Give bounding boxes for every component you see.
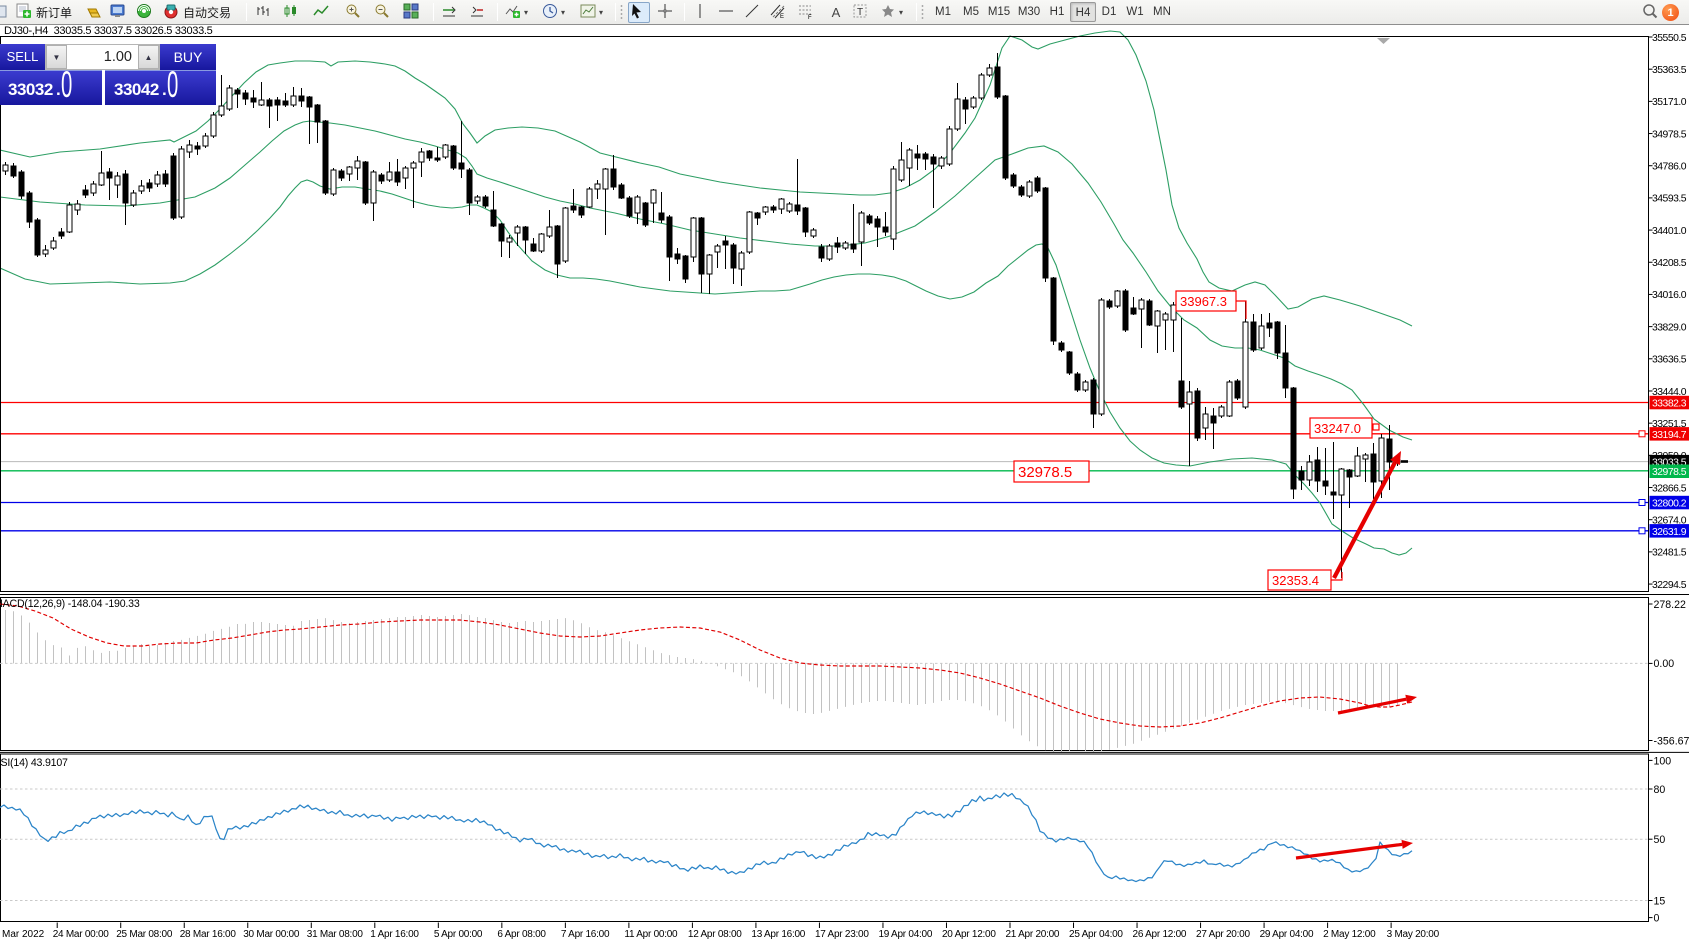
svg-text:32631.9: 32631.9 (1652, 527, 1687, 538)
svg-text:33444.0: 33444.0 (1652, 387, 1687, 398)
svg-text:32353.4: 32353.4 (1272, 573, 1319, 588)
svg-text:33967.3: 33967.3 (1180, 294, 1227, 309)
svg-text:34016.0: 34016.0 (1652, 290, 1687, 301)
svg-text:32866.5: 32866.5 (1652, 483, 1687, 494)
svg-text:19 Apr 04:00: 19 Apr 04:00 (878, 929, 932, 940)
svg-text:21 Apr 20:00: 21 Apr 20:00 (1006, 929, 1060, 940)
svg-text:11 Apr 00:00: 11 Apr 00:00 (624, 929, 678, 940)
svg-text:33636.5: 33636.5 (1652, 355, 1687, 366)
svg-text:6 Apr 08:00: 6 Apr 08:00 (497, 929, 546, 940)
svg-text:29 Apr 04:00: 29 Apr 04:00 (1260, 929, 1314, 940)
svg-text:5 Apr 00:00: 5 Apr 00:00 (434, 929, 483, 940)
svg-text:33033.5: 33033.5 (1652, 458, 1687, 469)
svg-text:T: T (857, 7, 863, 18)
svg-text:-356.67: -356.67 (1654, 736, 1689, 748)
svg-text:34786.0: 34786.0 (1652, 162, 1687, 173)
svg-text:32978.5: 32978.5 (1018, 464, 1072, 481)
svg-text:34401.0: 34401.0 (1652, 226, 1687, 237)
svg-text:31 Mar 08:00: 31 Mar 08:00 (307, 929, 364, 940)
svg-text:0.00: 0.00 (1654, 658, 1675, 670)
svg-text:32294.5: 32294.5 (1652, 580, 1687, 591)
svg-text:80: 80 (1654, 784, 1666, 796)
svg-text:13 Apr 16:00: 13 Apr 16:00 (751, 929, 805, 940)
svg-text:100: 100 (1654, 755, 1672, 767)
svg-text:33247.0: 33247.0 (1314, 421, 1361, 436)
svg-text:7 Apr 16:00: 7 Apr 16:00 (561, 929, 610, 940)
svg-text:32800.2: 32800.2 (1652, 499, 1687, 510)
svg-text:278.22: 278.22 (1654, 599, 1687, 611)
svg-text:32978.5: 32978.5 (1652, 467, 1687, 478)
svg-text:28 Mar 16:00: 28 Mar 16:00 (180, 929, 237, 940)
svg-text:27 Apr 20:00: 27 Apr 20:00 (1196, 929, 1250, 940)
svg-text:25 Mar 08:00: 25 Mar 08:00 (116, 929, 173, 940)
svg-text:35363.5: 35363.5 (1652, 65, 1687, 76)
svg-text:E: E (780, 14, 784, 19)
svg-text:50: 50 (1654, 834, 1666, 846)
svg-text:17 Apr 23:00: 17 Apr 23:00 (815, 929, 869, 940)
svg-text:2 May 12:00: 2 May 12:00 (1323, 929, 1376, 940)
svg-text:20 Apr 12:00: 20 Apr 12:00 (942, 929, 996, 940)
svg-text:26 Apr 12:00: 26 Apr 12:00 (1133, 929, 1187, 940)
svg-text:1 Apr 16:00: 1 Apr 16:00 (370, 929, 419, 940)
svg-text:33194.7: 33194.7 (1652, 430, 1687, 441)
svg-text:24 Mar 00:00: 24 Mar 00:00 (53, 929, 110, 940)
svg-text:30 Mar 00:00: 30 Mar 00:00 (243, 929, 300, 940)
svg-text:F: F (808, 15, 812, 19)
svg-text:35171.0: 35171.0 (1652, 97, 1687, 108)
svg-text:34978.5: 34978.5 (1652, 129, 1687, 140)
svg-text:35550.5: 35550.5 (1652, 33, 1687, 44)
svg-text:Mar 2022: Mar 2022 (2, 929, 45, 940)
svg-text:34593.5: 34593.5 (1652, 194, 1687, 205)
svg-text:15: 15 (1654, 896, 1666, 908)
svg-text:25 Apr 04:00: 25 Apr 04:00 (1069, 929, 1123, 940)
svg-text:34208.5: 34208.5 (1652, 258, 1687, 269)
svg-text:MACD(12,26,9) -148.04 -190.33: MACD(12,26,9) -148.04 -190.33 (0, 598, 140, 610)
svg-text:0: 0 (1654, 913, 1660, 925)
svg-text:33382.3: 33382.3 (1652, 399, 1687, 410)
svg-text:32674.0: 32674.0 (1652, 516, 1687, 527)
svg-text:33829.0: 33829.0 (1652, 322, 1687, 333)
svg-text:12 Apr 08:00: 12 Apr 08:00 (688, 929, 742, 940)
svg-text:3 May 20:00: 3 May 20:00 (1387, 929, 1440, 940)
svg-text:32481.5: 32481.5 (1652, 548, 1687, 559)
svg-text:33251.5: 33251.5 (1652, 419, 1687, 430)
svg-text:RSI(14) 43.9107: RSI(14) 43.9107 (0, 757, 68, 769)
